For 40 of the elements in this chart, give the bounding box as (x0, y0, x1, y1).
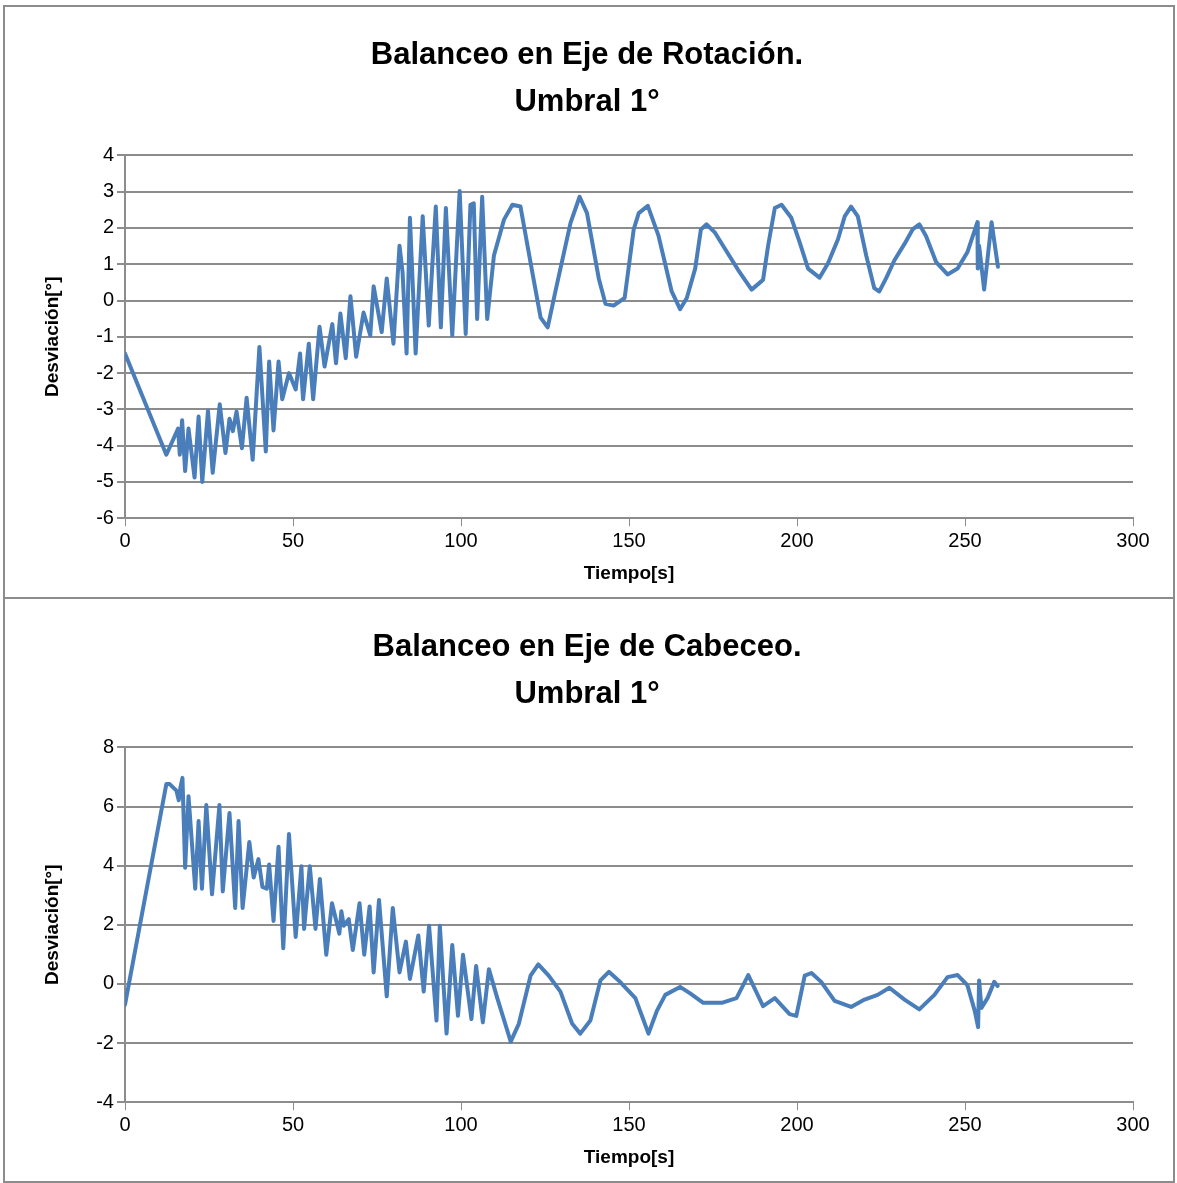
y-tick-label: -1 (96, 324, 114, 347)
x-tick-label: 100 (444, 528, 478, 551)
y-tick-label: -3 (96, 396, 114, 419)
chart-title: Balanceo en Eje de Rotación. (370, 36, 804, 72)
y-tick-label: 3 (102, 179, 114, 202)
x-tick-label: 0 (119, 1112, 131, 1135)
x-tick-label: 0 (119, 528, 131, 551)
x-tick-label: 200 (780, 528, 814, 551)
x-tick-label: 50 (281, 1112, 305, 1135)
x-tick-label: 50 (281, 528, 305, 551)
chart-subtitle: Umbral 1° (514, 675, 660, 711)
y-tick-label: 2 (102, 215, 114, 238)
y-tick-label: 0 (102, 288, 114, 311)
y-tick-label: -4 (96, 433, 114, 456)
chart-title: Balanceo en Eje de Cabeceo. (372, 628, 802, 664)
y-tick-label: -4 (96, 1089, 114, 1112)
x-tick-label: 100 (444, 1112, 478, 1135)
x-tick-label: 300 (1116, 1112, 1150, 1135)
x-tick-label: 150 (612, 1112, 646, 1135)
y-tick-label: 6 (102, 794, 114, 817)
chart-subtitle: Umbral 1° (514, 83, 660, 119)
y-tick-label: -5 (96, 469, 114, 492)
y-tick-label: 0 (102, 971, 114, 994)
x-tick-label: 300 (1116, 528, 1150, 551)
x-tick-label: 150 (612, 528, 646, 551)
x-axis-title: Tiempo[s] (583, 1145, 675, 1167)
x-tick-label: 200 (780, 1112, 814, 1135)
y-tick-label: -2 (96, 1030, 114, 1053)
y-tick-label: 8 (102, 734, 114, 757)
y-tick-label: 1 (102, 251, 114, 274)
x-axis-title: Tiempo[s] (583, 561, 675, 583)
y-tick-label: 4 (102, 853, 114, 876)
y-tick-label: -6 (96, 505, 114, 528)
y-tick-label: -2 (96, 360, 114, 383)
x-tick-label: 250 (948, 528, 982, 551)
y-tick-label: 2 (102, 912, 114, 935)
y-axis-title: Desviación[°] (40, 864, 62, 986)
x-tick-label: 250 (948, 1112, 982, 1135)
y-tick-label: 4 (102, 142, 114, 165)
y-axis-title: Desviación[°] (40, 276, 62, 398)
